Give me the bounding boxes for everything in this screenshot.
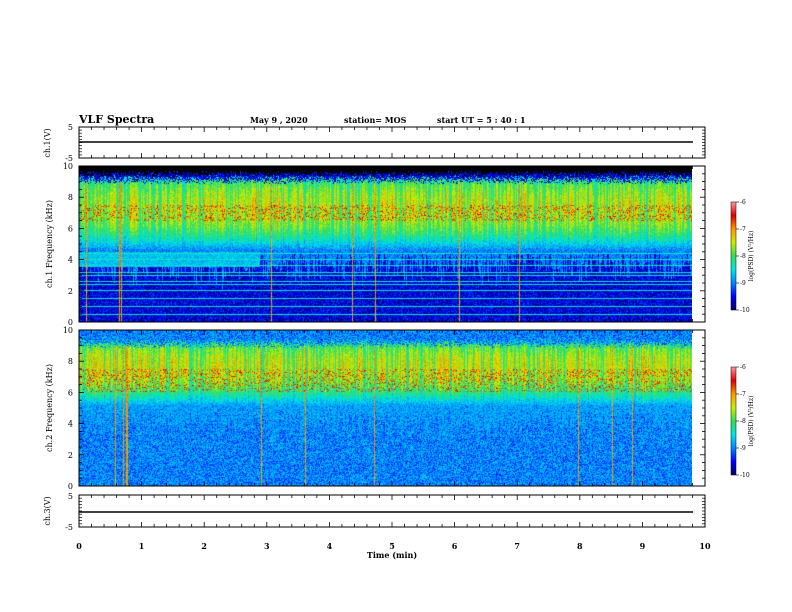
station-label: station= MOS <box>344 115 407 125</box>
colorbar-tick-label: -7 <box>740 226 746 233</box>
colorbar-tick-label: -10 <box>740 307 750 314</box>
ch2-spectrogram-panel: ch.2 Frequency (kHz) 0 2 4 6 8 10 <box>45 326 706 491</box>
colorbar-tick-label: -7 <box>740 391 746 398</box>
x-tick-label: 0 <box>76 541 82 551</box>
y-tick-label: 4 <box>68 420 73 429</box>
x-tick-label: 4 <box>327 541 333 551</box>
y-tick-label: 4 <box>68 256 73 265</box>
ch2-colorbar-gradient <box>730 366 737 476</box>
y-tick-label: 10 <box>63 162 73 171</box>
colorbar-tick-label: -6 <box>740 199 746 206</box>
y-tick-label: 6 <box>68 388 73 397</box>
ch1-waveform-panel: ch.1(V) 5 -5 <box>43 123 706 163</box>
ch3-waveform-ytick-bottom: -5 <box>65 523 73 532</box>
x-axis-label: Time (min) <box>367 550 417 560</box>
colorbar-tick-label: -6 <box>740 364 746 371</box>
colorbar-tick-label: -10 <box>740 472 750 479</box>
y-tick-label: 8 <box>68 193 73 202</box>
ch1-colorbar: log(PSD) (V²/Hz) -6 -7 -8 -9 -10 <box>730 199 755 314</box>
ch2-spectrogram-ylabel: ch.2 Frequency (kHz) <box>45 364 54 452</box>
ch2-colorbar-label: log(PSD) (V²/Hz) <box>748 396 755 447</box>
ch1-colorbar-gradient <box>730 201 737 311</box>
y-tick-label: 2 <box>68 287 73 296</box>
ch1-waveform-ylabel: ch.1(V) <box>43 128 52 157</box>
y-tick-label: 8 <box>68 357 73 366</box>
colorbar-tick-label: -9 <box>740 280 746 287</box>
ch3-waveform-ytick-top: 5 <box>68 492 73 501</box>
x-tick-label: 3 <box>264 541 270 551</box>
y-tick-label: 2 <box>68 451 73 460</box>
x-tick-label: 1 <box>139 541 145 551</box>
figure-title: VLF Spectra <box>78 113 154 126</box>
colorbar-tick-label: -8 <box>740 253 746 260</box>
y-tick-label: 0 <box>68 318 73 327</box>
ch1-waveform-ytick-top: 5 <box>68 123 73 132</box>
ch3-waveform-panel: ch.3(V) 5 -5 <box>43 492 706 532</box>
colorbar-tick-label: -9 <box>740 445 746 452</box>
x-tick-label: 6 <box>452 541 458 551</box>
start-time-label: start UT = 5 : 40 : 1 <box>437 115 526 125</box>
ch3-waveform-ylabel: ch.3(V) <box>43 496 52 525</box>
colorbar-tick-label: -8 <box>740 418 746 425</box>
date-label: May 9 , 2020 <box>250 115 308 125</box>
y-tick-label: 10 <box>63 326 73 335</box>
ch1-waveform-ytick-bottom: -5 <box>65 154 73 163</box>
ch1-colorbar-label: log(PSD) (V²/Hz) <box>748 231 755 282</box>
ch1-spectrogram-ylabel: ch.1 Frequency (kHz) <box>45 200 54 288</box>
y-tick-label: 6 <box>68 224 73 233</box>
ch2-colorbar: log(PSD) (V²/Hz) -6 -7 -8 -9 -10 <box>730 364 755 479</box>
ch1-spectrogram-panel: ch.1 Frequency (kHz) 0 2 4 6 8 10 <box>45 162 706 327</box>
y-tick-label: 0 <box>68 482 73 491</box>
x-tick-label: 8 <box>577 541 583 551</box>
x-tick-label: 7 <box>514 541 520 551</box>
x-tick-label: 2 <box>201 541 207 551</box>
ch2-spectrogram-heatmap <box>79 330 692 486</box>
ch1-spectrogram-heatmap <box>79 166 692 322</box>
ch3-waveform-frame <box>78 494 706 528</box>
x-tick-label: 9 <box>640 541 646 551</box>
x-tick-label: 5 <box>389 541 395 551</box>
x-tick-label: 10 <box>699 541 711 551</box>
